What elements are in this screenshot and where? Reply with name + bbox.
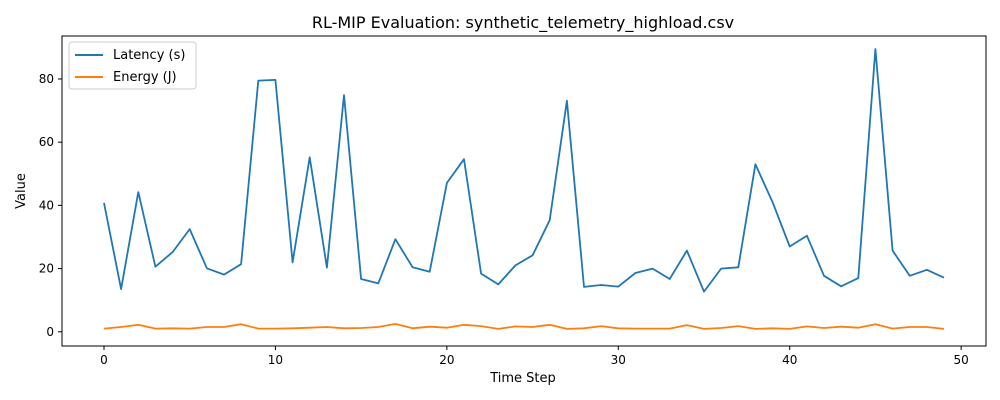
x-tick-label: 50 bbox=[954, 353, 969, 367]
x-tick-label: 40 bbox=[782, 353, 797, 367]
chart-title: RL-MIP Evaluation: synthetic_telemetry_h… bbox=[312, 13, 734, 33]
series-layer bbox=[103, 48, 945, 330]
y-tick-label: 60 bbox=[39, 135, 54, 149]
series-line-1 bbox=[103, 322, 945, 330]
x-tick-label: 10 bbox=[268, 353, 283, 367]
x-axis-ticks: 0 10 20 30 40 50 bbox=[100, 346, 969, 367]
y-tick-label: 40 bbox=[39, 198, 54, 212]
y-axis-ticks: 0 20 40 60 80 bbox=[39, 72, 62, 339]
x-tick-label: 20 bbox=[439, 353, 454, 367]
legend-label-latency: Latency (s) bbox=[113, 48, 185, 63]
series-line-0 bbox=[103, 48, 945, 293]
legend: Latency (s) Energy (J) bbox=[68, 41, 197, 90]
legend-label-energy: Energy (J) bbox=[113, 70, 177, 85]
y-axis-label: Value bbox=[14, 173, 29, 209]
y-tick-label: 0 bbox=[46, 325, 54, 339]
plot-area bbox=[61, 35, 987, 347]
x-tick-label: 30 bbox=[611, 353, 626, 367]
y-tick-label: 20 bbox=[39, 262, 54, 276]
x-tick-label: 0 bbox=[100, 353, 108, 367]
y-tick-label: 80 bbox=[39, 72, 54, 86]
x-axis-label: Time Step bbox=[489, 371, 556, 386]
plot-frame bbox=[61, 35, 987, 347]
